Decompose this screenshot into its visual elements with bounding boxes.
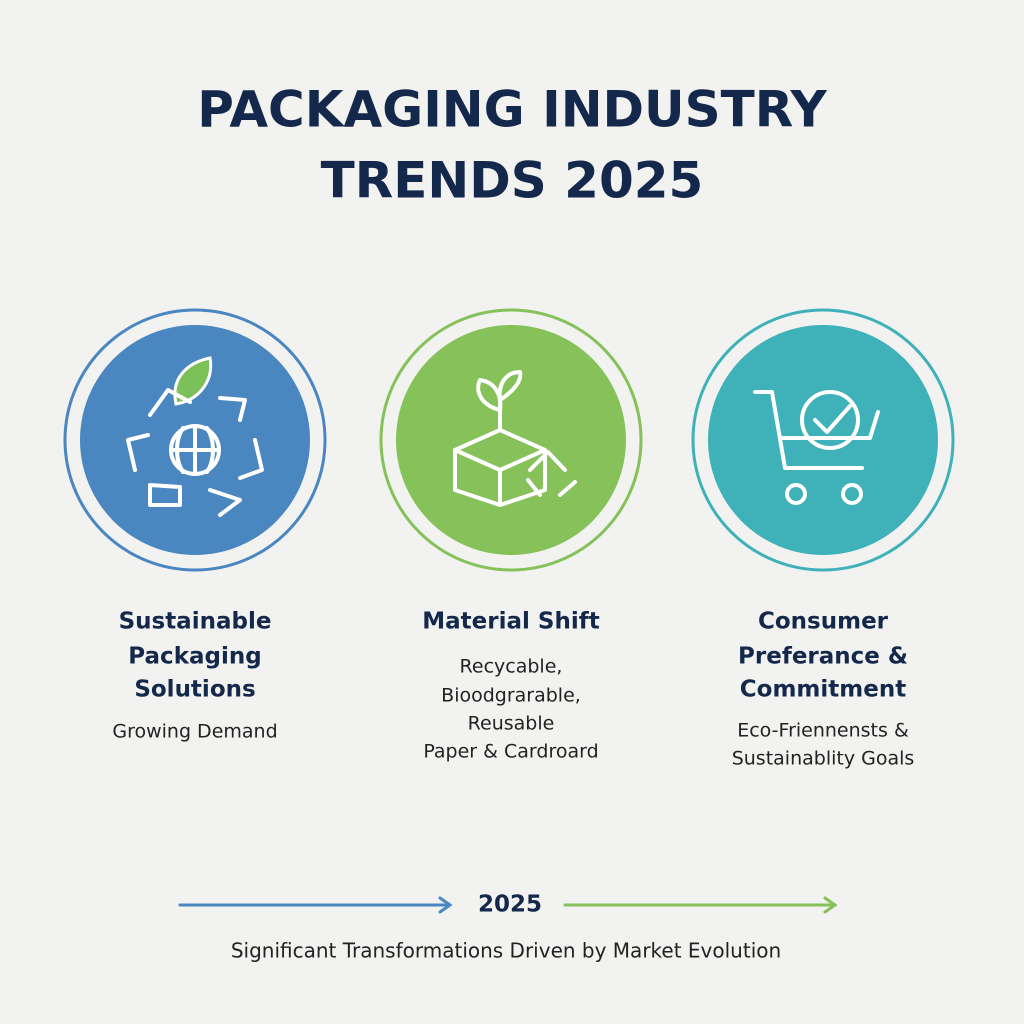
trend-icon <box>379 308 643 572</box>
trend-icon <box>63 308 327 572</box>
item-description: Bioodgrarable, <box>441 685 581 707</box>
item-title: Solutions <box>134 677 255 703</box>
item-description: Sustainablity Goals <box>732 748 915 770</box>
item-title: Material Shift <box>422 609 599 635</box>
timeline-label: 2025 <box>478 892 542 918</box>
timeline <box>178 896 838 914</box>
item-description: Reusable <box>468 713 555 735</box>
footer-text: Significant Transformations Driven by Ma… <box>231 939 781 963</box>
item-title: Sustainable <box>119 609 272 635</box>
item-description: Paper & Cardroard <box>423 741 598 763</box>
title-line: PACKAGING INDUSTRY <box>197 81 827 139</box>
item-title: Preferance & <box>738 644 908 670</box>
item-title: Commitment <box>740 677 906 703</box>
title-line: TRENDS 2025 <box>321 152 704 210</box>
item-description: Recycable, <box>460 656 563 678</box>
trend-icon <box>691 308 955 572</box>
item-description: Eco-Friennensts & <box>737 720 909 742</box>
item-title: Consumer <box>758 609 889 635</box>
item-title: Packaging <box>128 644 261 670</box>
item-description: Growing Demand <box>112 721 277 743</box>
